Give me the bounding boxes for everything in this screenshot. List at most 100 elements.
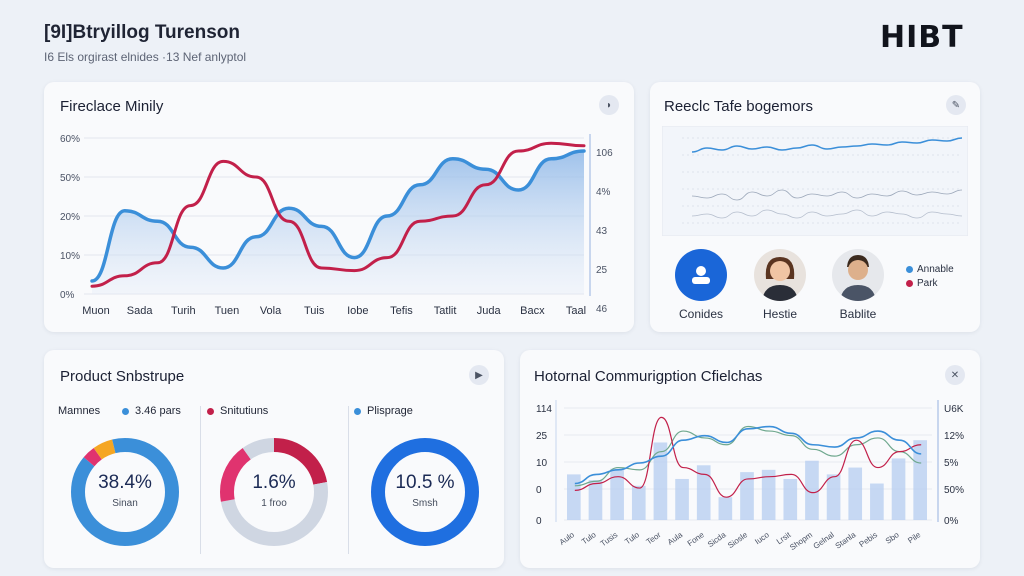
y-right-tick-label: U6K xyxy=(944,404,964,415)
donut-segment xyxy=(371,438,479,546)
series-line-red xyxy=(90,141,586,288)
x-tick-label: Pile xyxy=(906,530,923,545)
brand-logo[interactable]: HIBT xyxy=(880,20,964,55)
x-tick-label: Pebis xyxy=(857,530,879,549)
page-title: [9I]Btryillog Turenson xyxy=(44,22,240,43)
y-right-tick-label: 5% xyxy=(944,458,959,469)
bar xyxy=(891,458,906,520)
y-tick-label: 25 xyxy=(536,431,548,442)
x-tick-label: Teor xyxy=(645,530,663,546)
x-tick-label: Stanla xyxy=(834,530,858,551)
donut-legend: Snitutiuns xyxy=(207,405,268,417)
x-tick-label: Tulo xyxy=(580,530,598,546)
bar xyxy=(696,465,711,520)
y-tick-label: 10% xyxy=(60,251,80,262)
people-card: Reeclc Tafe bogemors ✎ Conides Hestie Ba… xyxy=(650,82,980,332)
y-right-tick-label: 4% xyxy=(596,187,611,198)
bar xyxy=(740,472,754,520)
line-chart-card: Fireclace Minily ◗ 60% 50% 20% 10% 0% 106 4% 43… xyxy=(44,82,634,332)
bar xyxy=(588,480,603,520)
page-subtitle: I6 Els orgirast elnides ·13 Nef anlyptol xyxy=(44,50,247,64)
x-tick-label: Aula xyxy=(666,530,685,547)
bar xyxy=(870,483,884,520)
bar xyxy=(653,442,668,520)
divider xyxy=(200,406,201,554)
card-title: Fireclace Minily xyxy=(60,98,164,115)
donut-center: 1.6% 1 froo xyxy=(252,472,296,509)
x-tick-label: Tefis xyxy=(390,305,413,317)
y-right-tick-label: 43 xyxy=(596,226,608,237)
man-avatar[interactable] xyxy=(832,249,884,301)
donut-legend: 3.46 pars xyxy=(122,405,181,417)
y-tick-label: 0 xyxy=(536,485,542,496)
donut-label: Mamnes xyxy=(58,405,101,417)
x-tick-label: Taal xyxy=(566,305,586,317)
y-right-tick-label: 12% xyxy=(944,431,964,442)
x-tick-label: Tulo xyxy=(623,530,641,546)
donut-legend: Plisprage xyxy=(354,405,413,417)
card-title: Hotornal Commurigption Cfielchas xyxy=(534,368,763,385)
donut-charts xyxy=(71,438,479,546)
y-right-tick-label: 0% xyxy=(944,516,959,527)
bar xyxy=(805,460,819,520)
bar xyxy=(567,474,581,520)
bar xyxy=(675,478,689,520)
x-tick-label: Sbo xyxy=(884,530,901,546)
card-title: Reeclc Tafe bogemors xyxy=(664,98,813,115)
donut-center: 38.4% Sinan xyxy=(98,472,152,509)
combo-chart-card: Hotornal Commurigption Cfielchas ✕ 114 25… xyxy=(520,350,980,568)
person-name: Hestie xyxy=(762,307,797,321)
x-tick-label: Tatlit xyxy=(434,305,457,317)
bar xyxy=(718,497,733,520)
y-tick-label: 60% xyxy=(60,134,80,145)
donut-segment xyxy=(220,438,328,546)
y-tick-label: 0% xyxy=(60,290,75,301)
x-tick-label: Muon xyxy=(82,305,110,317)
y-tick-label: 0 xyxy=(536,516,542,527)
series-line-blue xyxy=(90,149,586,283)
donut-segment xyxy=(220,438,328,546)
series-line-red xyxy=(574,416,922,498)
bar xyxy=(610,468,624,520)
x-tick-label: Gelnal xyxy=(812,530,836,551)
y-tick-label: 50% xyxy=(60,173,80,184)
x-tick-label: Tuis xyxy=(304,305,325,317)
close-icon[interactable]: ✕ xyxy=(945,365,965,385)
donut-segment xyxy=(220,438,328,546)
bar xyxy=(913,440,927,520)
play-icon[interactable]: ▶ xyxy=(469,365,489,385)
legend-item: Park xyxy=(906,278,938,289)
person-name: Bablite xyxy=(839,307,877,321)
y-right-tick-label: 25 xyxy=(596,265,608,276)
bar xyxy=(631,485,646,520)
y-right-tick-label: 106 xyxy=(596,148,613,159)
mini-sparkline xyxy=(691,137,963,153)
badge-icon[interactable] xyxy=(675,249,727,301)
x-tick-label: Aulo xyxy=(558,530,577,547)
x-tick-label: Tuen xyxy=(215,305,240,317)
legend-item: Annable xyxy=(906,264,954,275)
mini-sparkline-gray xyxy=(691,209,963,219)
line-chart: 60% 50% 20% 10% 0% 106 4% 43 25 46 Muon Sada Turih Tu… xyxy=(60,134,613,317)
edit-icon[interactable]: ✎ xyxy=(946,95,966,115)
x-tick-label: Juda xyxy=(477,305,502,317)
expand-icon[interactable]: ◗ xyxy=(599,95,619,115)
x-tick-label: Sada xyxy=(127,305,154,317)
x-tick-label: Sicda xyxy=(706,530,728,549)
divider xyxy=(348,406,349,554)
card-title: Product Snbstrupe xyxy=(60,368,185,385)
woman-avatar[interactable] xyxy=(754,249,806,301)
x-tick-label: Bacx xyxy=(520,305,545,317)
x-tick-label: Vola xyxy=(260,305,282,317)
donut-center: 10.5 % Smsh xyxy=(395,472,455,509)
y-right-tick-label: 46 xyxy=(596,304,608,315)
bar xyxy=(848,467,863,520)
x-tick-label: Fone xyxy=(686,530,707,548)
x-tick-label: Tusis xyxy=(599,530,620,548)
x-tick-label: Shopm xyxy=(788,530,814,552)
y-tick-label: 10 xyxy=(536,458,548,469)
y-right-tick-label: 50% xyxy=(944,485,964,496)
y-tick-label: 114 xyxy=(536,404,552,415)
person-name: Conides xyxy=(678,307,724,321)
